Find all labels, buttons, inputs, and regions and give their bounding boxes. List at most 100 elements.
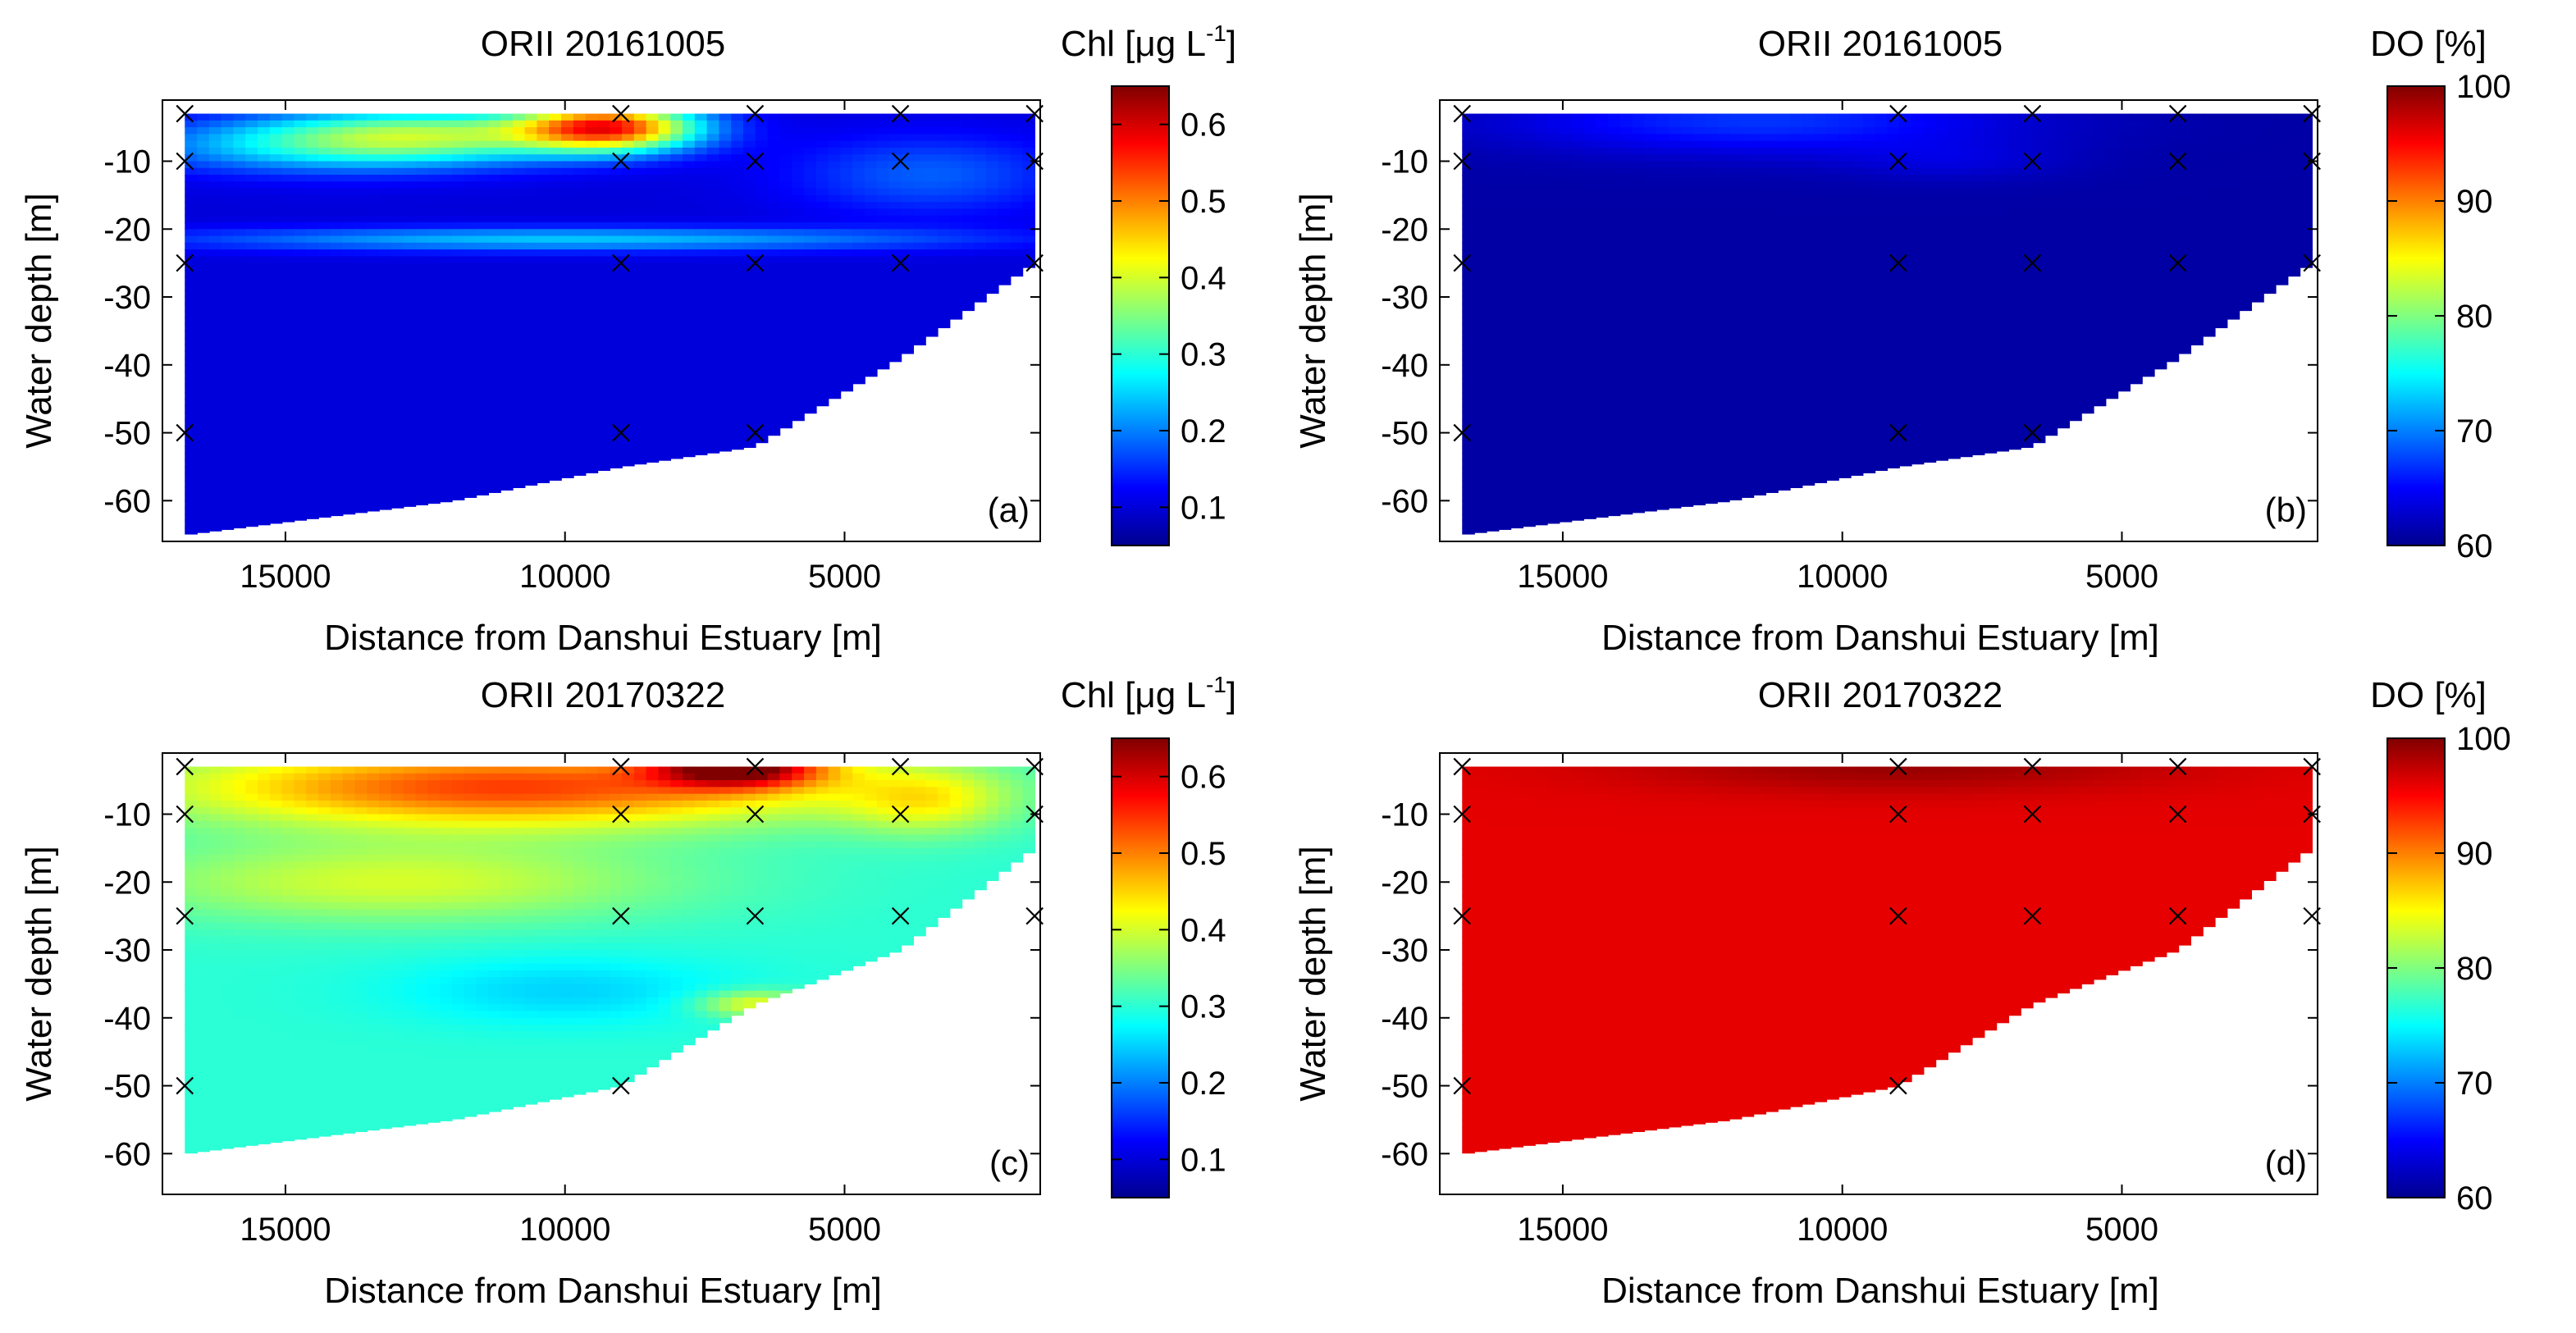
heatmap-cell bbox=[1523, 194, 1536, 203]
heatmap-cell bbox=[415, 249, 429, 258]
heatmap-cell bbox=[743, 242, 756, 250]
heatmap-cell bbox=[1498, 175, 1512, 183]
heatmap-cell bbox=[1559, 194, 1573, 203]
heatmap-cell bbox=[767, 188, 781, 196]
heatmap-cell bbox=[221, 426, 235, 434]
heatmap-cell bbox=[1619, 269, 1633, 277]
heatmap-cell bbox=[901, 134, 914, 142]
heatmap-cell bbox=[1571, 514, 1585, 521]
heatmap-cell bbox=[488, 304, 501, 312]
heatmap-cell bbox=[391, 385, 404, 393]
heatmap-cell bbox=[500, 235, 514, 244]
heatmap-cell bbox=[1523, 229, 1536, 237]
heatmap-cell bbox=[221, 480, 235, 488]
heatmap-cell bbox=[476, 161, 490, 169]
heatmap-cell bbox=[1705, 262, 1718, 271]
heatmap-cell bbox=[318, 127, 331, 135]
heatmap-cell bbox=[706, 405, 720, 413]
heatmap-cell bbox=[1498, 527, 1512, 530]
heatmap-cell bbox=[269, 194, 283, 203]
heatmap-cell bbox=[1546, 344, 1560, 353]
heatmap-cell bbox=[646, 344, 660, 353]
heatmap-cell bbox=[865, 297, 878, 305]
heatmap-cell bbox=[294, 140, 308, 148]
heatmap-cell bbox=[622, 221, 635, 231]
heatmap-cell bbox=[524, 120, 538, 128]
heatmap-cell bbox=[342, 154, 356, 162]
heatmap-cell bbox=[852, 276, 866, 285]
heatmap-cell bbox=[318, 147, 331, 156]
heatmap-cell bbox=[1535, 507, 1548, 515]
heatmap-cell bbox=[585, 324, 599, 332]
heatmap-cell bbox=[330, 221, 344, 231]
heatmap-cell bbox=[488, 310, 501, 318]
heatmap-cell bbox=[1535, 283, 1548, 291]
heatmap-cell bbox=[233, 283, 247, 291]
heatmap-cell bbox=[1486, 120, 1500, 128]
heatmap-cell bbox=[731, 283, 744, 291]
heatmap-cell bbox=[949, 161, 963, 169]
heatmap-cell bbox=[245, 276, 258, 285]
heatmap-cell bbox=[852, 134, 866, 142]
heatmap-cell bbox=[792, 175, 805, 183]
heatmap-cell bbox=[779, 181, 793, 189]
heatmap-cell bbox=[512, 229, 526, 237]
heatmap-cell bbox=[1583, 372, 1596, 380]
heatmap-cell bbox=[961, 134, 975, 142]
heatmap-cell bbox=[1705, 127, 1718, 135]
heatmap-cell bbox=[281, 514, 295, 522]
heatmap-cell bbox=[318, 391, 331, 399]
heatmap-cell bbox=[597, 208, 611, 217]
heatmap-cell bbox=[451, 269, 465, 277]
heatmap-cell bbox=[1010, 229, 1024, 237]
heatmap-cell bbox=[549, 378, 562, 386]
heatmap-cell bbox=[561, 235, 574, 244]
heatmap-cell bbox=[840, 229, 854, 237]
heatmap-cell bbox=[258, 167, 271, 176]
heatmap-cell bbox=[828, 215, 842, 223]
heatmap-cell bbox=[464, 283, 477, 291]
heatmap-cell bbox=[1498, 514, 1512, 522]
heatmap-cell bbox=[379, 351, 392, 359]
heatmap-cell bbox=[731, 351, 744, 359]
heatmap-cell bbox=[269, 113, 283, 121]
heatmap-cell bbox=[1717, 459, 1730, 468]
heatmap-cell bbox=[1607, 202, 1621, 210]
heatmap-cell bbox=[1680, 221, 1694, 231]
heatmap-cell bbox=[185, 167, 198, 176]
heatmap-cell bbox=[342, 412, 356, 420]
heatmap-cell bbox=[1619, 167, 1633, 176]
heatmap-cell bbox=[1729, 310, 1742, 318]
heatmap-cell bbox=[658, 459, 672, 461]
heatmap-cell bbox=[1022, 256, 1035, 264]
heatmap-cell bbox=[415, 385, 429, 393]
heatmap-cell bbox=[658, 344, 672, 353]
heatmap-cell bbox=[306, 194, 319, 203]
heatmap-cell bbox=[342, 351, 356, 359]
heatmap-cell bbox=[1668, 432, 1682, 441]
heatmap-cell bbox=[779, 391, 793, 399]
heatmap-cell bbox=[633, 127, 647, 135]
heatmap-cell bbox=[379, 283, 392, 291]
heatmap-cell bbox=[633, 412, 647, 420]
heatmap-cell bbox=[549, 215, 562, 223]
heatmap-cell bbox=[852, 215, 866, 223]
heatmap-cell bbox=[706, 378, 720, 386]
heatmap-cell bbox=[1668, 480, 1682, 488]
heatmap-cell bbox=[403, 134, 417, 142]
heatmap-cell bbox=[731, 249, 744, 258]
heatmap-cell bbox=[1583, 283, 1596, 291]
heatmap-cell bbox=[1498, 167, 1512, 176]
heatmap-cell bbox=[840, 181, 854, 189]
heatmap-cell bbox=[1462, 317, 1475, 325]
heatmap-cell bbox=[1462, 181, 1475, 189]
heatmap-cell bbox=[1546, 290, 1560, 298]
heatmap-cell bbox=[1523, 372, 1536, 380]
heatmap-cell bbox=[913, 276, 926, 285]
heatmap-cell bbox=[1692, 208, 1706, 217]
heatmap-cell bbox=[865, 175, 878, 183]
heatmap-cell bbox=[815, 242, 829, 250]
heatmap-cell bbox=[622, 317, 635, 325]
heatmap-cell bbox=[743, 331, 756, 339]
heatmap-cell bbox=[537, 202, 550, 210]
